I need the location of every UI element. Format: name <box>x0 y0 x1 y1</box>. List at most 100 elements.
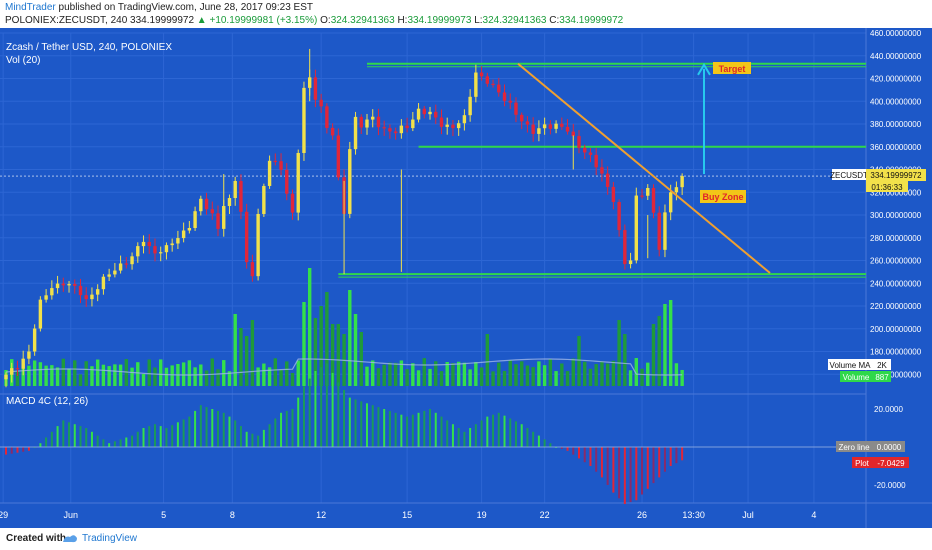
candle-body <box>32 328 37 352</box>
macd-tick-label: 20.0000 <box>874 405 903 414</box>
macd-bar <box>537 435 540 447</box>
volume-bar <box>531 367 535 386</box>
volume-ma-value: 2K <box>877 361 887 370</box>
zero-line-label: Zero line <box>838 443 870 452</box>
candle-body <box>371 116 375 120</box>
volume-bar <box>296 360 300 386</box>
macd-bar <box>228 416 231 447</box>
volume-bar <box>239 328 243 386</box>
volume-bar <box>313 318 318 386</box>
plot-value-bg <box>873 457 909 468</box>
macd-bar <box>641 447 644 495</box>
volume-value: 887 <box>875 373 889 382</box>
macd-bar <box>16 447 19 453</box>
macd-bar <box>646 447 649 489</box>
price-axis: 460.00000000 440.00000000 420.00000000 400.… <box>870 29 922 379</box>
tradingview-brand[interactable]: TradingView <box>82 533 138 544</box>
target-arrow-head-icon <box>697 62 711 76</box>
price-tick-label: 320.00000000 <box>870 188 922 197</box>
candle-body <box>267 160 272 186</box>
candle-body <box>520 114 524 122</box>
volume-bar <box>623 334 627 386</box>
candle-body <box>657 212 661 250</box>
drawing-overlays[interactable] <box>517 62 771 274</box>
macd-bar <box>90 431 93 447</box>
volume-bar <box>434 361 438 386</box>
candle-body <box>594 154 598 168</box>
price-tick-label: 360.00000000 <box>870 143 922 152</box>
open-value: 324.32941363 <box>330 15 395 26</box>
volume-bar <box>577 336 581 386</box>
level-lines[interactable] <box>0 62 866 278</box>
volume-bar <box>290 372 295 386</box>
time-tick-label: 13:30 <box>682 510 705 520</box>
volume-bar <box>359 332 363 386</box>
close-value: 334.19999972 <box>559 15 624 26</box>
chart-canvas[interactable]: 460.00000000 440.00000000 420.00000000 400.… <box>0 28 932 528</box>
volume-bar <box>210 358 214 386</box>
macd-bar <box>497 412 500 447</box>
macd-bar <box>274 418 277 447</box>
candle-body <box>663 212 667 250</box>
macd-bar <box>652 447 655 484</box>
macd-bar <box>96 435 99 447</box>
volume-bar <box>456 361 461 386</box>
volume-bar <box>399 360 404 386</box>
target-label: Target <box>719 64 746 74</box>
candle-body <box>164 245 169 253</box>
zero-line-value: 0.0000 <box>877 443 902 452</box>
macd-bar <box>280 412 283 447</box>
candle-body <box>474 72 478 97</box>
volume-bar <box>216 369 220 386</box>
volume-bar <box>451 363 455 386</box>
volume-bar <box>663 304 667 386</box>
price-tick-label: 440.00000000 <box>870 52 922 61</box>
macd-bar <box>171 425 174 447</box>
author-link[interactable]: MindTrader <box>5 2 56 13</box>
volume-bar <box>136 362 140 386</box>
candle-body <box>124 263 129 265</box>
volume-bar <box>445 361 449 386</box>
time-axis: 29 Jun 5 8 12 15 19 22 26 13:30 Jul 4 <box>0 510 816 520</box>
macd-bar <box>62 420 65 447</box>
candle-body <box>365 119 369 128</box>
macd-bar <box>566 447 569 451</box>
volume-bar <box>262 363 266 386</box>
volume-bar <box>187 360 192 386</box>
macd-bar <box>268 424 271 447</box>
candle-body <box>302 87 306 153</box>
macd-bar <box>520 424 523 447</box>
macd-bar <box>102 439 105 447</box>
candle-body <box>153 246 157 254</box>
candle-body <box>279 161 283 170</box>
downtrend-line[interactable] <box>517 62 771 274</box>
macd-bar <box>669 447 672 466</box>
macd-bar <box>136 431 139 447</box>
macd-bar <box>446 420 449 447</box>
macd-bar <box>302 386 305 447</box>
candle-body <box>577 136 581 148</box>
volume-bar <box>159 359 163 386</box>
candle-body <box>95 289 100 295</box>
volume-bar <box>84 361 88 386</box>
price-tick-label: 220.00000000 <box>870 302 922 311</box>
candle-body <box>491 83 495 85</box>
macd-bar <box>217 410 220 447</box>
volume-bar <box>244 336 249 386</box>
buy-zone-label: Buy Zone <box>702 192 743 202</box>
volume-bar <box>514 364 518 386</box>
macd-axis: 20.0000 -20.0000 <box>874 405 906 490</box>
macd-bar <box>663 447 666 472</box>
volume-bar <box>336 324 341 386</box>
volume-bar <box>594 364 598 386</box>
macd-bar <box>113 441 116 447</box>
macd-bar <box>142 428 145 447</box>
volume-bar <box>118 364 123 386</box>
macd-bar <box>514 421 517 447</box>
macd-bar <box>388 410 391 447</box>
macd-bar <box>457 428 460 447</box>
macd-bar <box>572 447 575 455</box>
tradingview-logo-icon <box>63 535 77 543</box>
symbol-line: POLONIEX:ZECUSDT, 240 <box>5 15 128 26</box>
volume-bar <box>15 370 20 386</box>
